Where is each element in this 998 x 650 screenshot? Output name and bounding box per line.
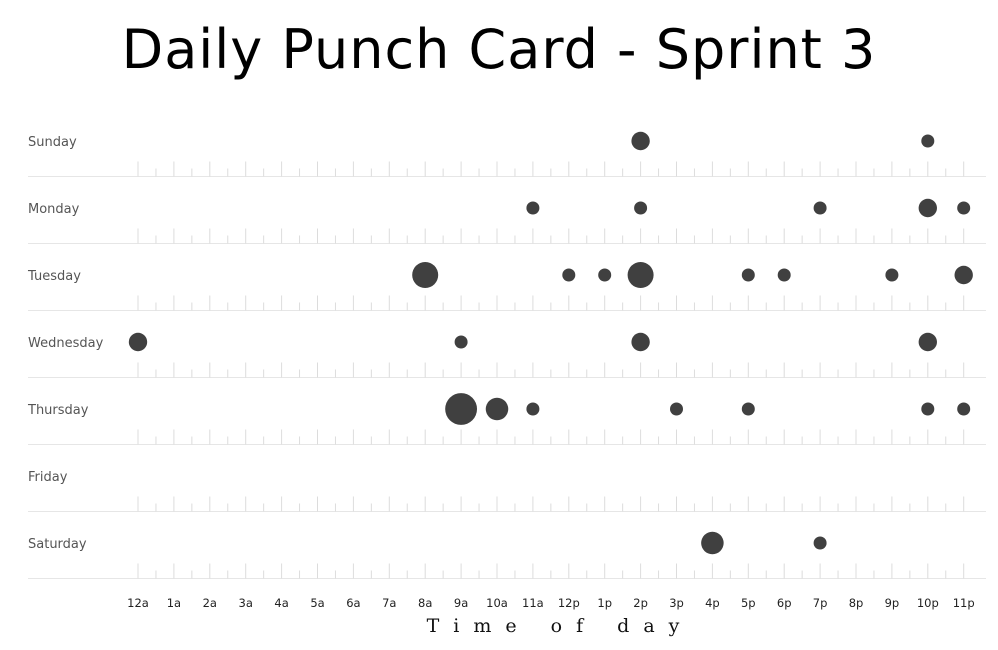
day-labels: Sunday Monday Tuesday Wednesday Thursday Frid…	[27, 135, 104, 552]
data-point	[631, 332, 650, 352]
hour-label: 9a	[454, 596, 468, 610]
data-point	[777, 268, 791, 282]
day-label: Sunday	[28, 135, 77, 150]
data-point	[631, 131, 650, 151]
hour-label: 5p	[741, 596, 756, 610]
day-label: Thursday	[27, 403, 89, 418]
chart-title: Daily Punch Card - Sprint 3	[121, 18, 877, 81]
hour-label: 12p	[558, 596, 580, 610]
hour-label: 12a	[127, 596, 149, 610]
data-point	[921, 134, 935, 148]
data-point	[634, 201, 648, 215]
x-axis-title: Time of day	[427, 615, 694, 637]
day-label: Tuesday	[27, 269, 81, 284]
hour-label: 6p	[777, 596, 792, 610]
data-point	[701, 531, 724, 555]
hour-tick-labels: 12a 1a 2a 3a 4a 5a 6a 7a 8a 9a 10a 11a 12p 1p 2p 3p 4p 5p…	[127, 596, 975, 610]
data-point	[813, 536, 827, 550]
data-point	[445, 393, 478, 425]
grid-layer	[28, 161, 986, 579]
day-label: Saturday	[28, 537, 87, 552]
hour-label: 7a	[382, 596, 396, 610]
day-label: Monday	[28, 202, 80, 217]
hour-label: 3a	[239, 596, 253, 610]
data-point	[885, 268, 899, 282]
data-point	[741, 402, 755, 416]
data-point	[957, 201, 971, 215]
data-points	[128, 131, 973, 555]
hour-label: 9p	[885, 596, 900, 610]
hour-label: 4a	[274, 596, 288, 610]
data-point	[813, 201, 827, 215]
hour-label: 10a	[486, 596, 508, 610]
data-point	[526, 402, 540, 416]
data-point	[485, 397, 509, 421]
data-point	[627, 262, 654, 288]
data-point	[598, 268, 612, 282]
data-point	[921, 402, 935, 416]
hour-label: 6a	[346, 596, 360, 610]
hour-label: 1p	[597, 596, 612, 610]
hour-label: 5a	[310, 596, 324, 610]
data-point	[526, 201, 540, 215]
data-point	[454, 335, 468, 349]
data-point	[957, 402, 971, 416]
hour-label: 11a	[522, 596, 544, 610]
data-point	[562, 268, 576, 282]
hour-label: 7p	[813, 596, 828, 610]
day-label: Friday	[28, 470, 68, 485]
hour-label: 1a	[167, 596, 181, 610]
hour-label: 3p	[669, 596, 684, 610]
data-point	[954, 265, 973, 285]
hour-label: 8a	[418, 596, 432, 610]
day-label: Wednesday	[28, 336, 104, 351]
data-point	[128, 332, 148, 352]
hour-label: 4p	[705, 596, 720, 610]
data-point	[670, 402, 683, 416]
hour-label: 11p	[953, 596, 975, 610]
hour-label: 2p	[633, 596, 648, 610]
data-point	[741, 268, 755, 282]
hour-label: 10p	[917, 596, 939, 610]
data-point	[918, 332, 937, 352]
hour-label: 2a	[203, 596, 217, 610]
hour-label: 8p	[849, 596, 864, 610]
data-point	[918, 198, 937, 218]
data-point	[412, 262, 439, 288]
